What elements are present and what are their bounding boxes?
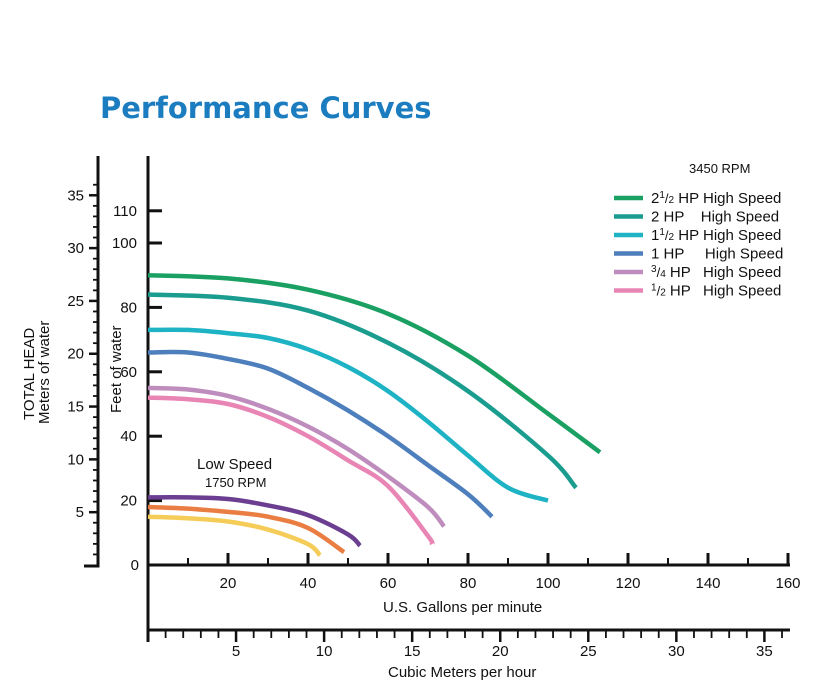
x-gpm-tick-label: 120 (615, 575, 640, 592)
legend-fraction-numerator: 1 (659, 227, 665, 238)
x-gpm-tick-label: 20 (220, 575, 237, 592)
legend-entry-rest: High Speed (684, 209, 779, 226)
y-feet-tick-label: 0 (131, 557, 139, 574)
x-m3h-tick-label: 25 (580, 643, 597, 660)
x-m3h-tick-label: 15 (404, 643, 421, 660)
x-m3h-tick-label: 10 (316, 643, 333, 660)
y-axis-total-head-label: TOTAL HEAD (21, 328, 38, 420)
legend-fraction-denominator: 2 (669, 232, 675, 243)
series-line-8 (147, 504, 346, 554)
y-feet-tick-label: 100 (112, 235, 137, 252)
x-gpm-tick-label: 160 (775, 575, 800, 592)
legend-entry-main: 2 HP (651, 209, 684, 226)
x-m3h-tick-label: 35 (756, 643, 773, 660)
y-feet-tick-label: 60 (120, 364, 137, 381)
y-meters-tick-label: 25 (67, 293, 84, 310)
legend-entry-main: 1 (651, 227, 659, 244)
legend-entry-rest: High Speed (684, 246, 783, 263)
legend-entry-rest: HP High Speed (666, 264, 782, 281)
y-axis-meters-label: Meters of water (36, 321, 53, 424)
legend-entry: 21/2 HP High Speed (651, 190, 781, 207)
chart-title: Performance Curves (100, 91, 432, 125)
x-gpm-tick-label: 40 (300, 575, 317, 592)
x-m3h-tick-label: 5 (232, 643, 240, 660)
legend-entry: 11/2 HP High Speed (651, 227, 781, 244)
x-m3h-tick-label: 20 (492, 643, 509, 660)
series-line-6 (147, 395, 435, 546)
x-m3h-tick-label: 30 (668, 643, 685, 660)
x-gpm-tick-label: 80 (460, 575, 477, 592)
y-meters-tick-label: 35 (67, 187, 84, 204)
y-meters-tick-label: 20 (67, 346, 84, 363)
y-meters-tick-label: 10 (67, 451, 84, 468)
y-feet-tick-label: 110 (113, 203, 137, 220)
x-axis-gpm-label: U.S. Gallons per minute (383, 599, 542, 616)
series-line-4 (147, 349, 494, 519)
legend-fraction-numerator: 1 (659, 190, 665, 201)
legend-entry: 1/2 HP High Speed (651, 283, 781, 300)
legend-fraction-numerator: 1 (651, 283, 657, 294)
legend-entry-rest: HP High Speed (666, 283, 782, 300)
high-speed-rpm-label: 3450 RPM (689, 161, 750, 176)
y-meters-tick-label: 30 (67, 240, 84, 257)
legend-fraction-numerator: 3 (651, 264, 657, 275)
legend-entry-main: 1 HP (651, 246, 684, 263)
series-line-5 (147, 385, 446, 528)
low-speed-label: Low Speed (197, 456, 272, 473)
series-line-3 (147, 327, 549, 503)
series-line-7 (147, 495, 362, 548)
legend-fraction-denominator: 2 (669, 195, 675, 206)
y-meters-tick-label: 5 (76, 504, 84, 521)
y-meters-tick-label: 15 (67, 399, 84, 416)
y-feet-tick-label: 80 (120, 299, 137, 316)
y-feet-tick-label: 20 (120, 493, 137, 510)
x-axis-m3h-label: Cubic Meters per hour (388, 664, 536, 681)
curves (147, 272, 602, 557)
low-speed-rpm-label: 1750 RPM (205, 475, 266, 490)
legend-entry-rest: HP High Speed (674, 227, 781, 244)
x-gpm-tick-label: 60 (380, 575, 397, 592)
legend-entry: 1 HP High Speed (651, 246, 783, 263)
x-gpm-tick-label: 140 (695, 575, 720, 592)
x-gpm-tick-label: 100 (535, 575, 560, 592)
legend-fraction-denominator: 2 (660, 288, 666, 299)
series-line-2 (147, 292, 578, 490)
legend-entry-main: 2 (651, 190, 659, 207)
series-line-9 (147, 514, 322, 557)
y-axis-feet-label: Feet of water (108, 325, 125, 413)
legend-entry-rest: HP High Speed (674, 190, 781, 207)
legend-fraction-slash: / (665, 228, 669, 243)
y-feet-tick-label: 40 (120, 428, 137, 445)
legend-fraction-slash: / (665, 191, 669, 206)
legend-fraction-denominator: 4 (660, 269, 666, 280)
legend-entry: 3/4 HP High Speed (651, 264, 781, 281)
legend-fraction-slash: / (657, 284, 661, 299)
legend-fraction-slash: / (657, 265, 661, 280)
series-line-1 (147, 272, 602, 455)
legend-entry: 2 HP High Speed (651, 209, 779, 226)
